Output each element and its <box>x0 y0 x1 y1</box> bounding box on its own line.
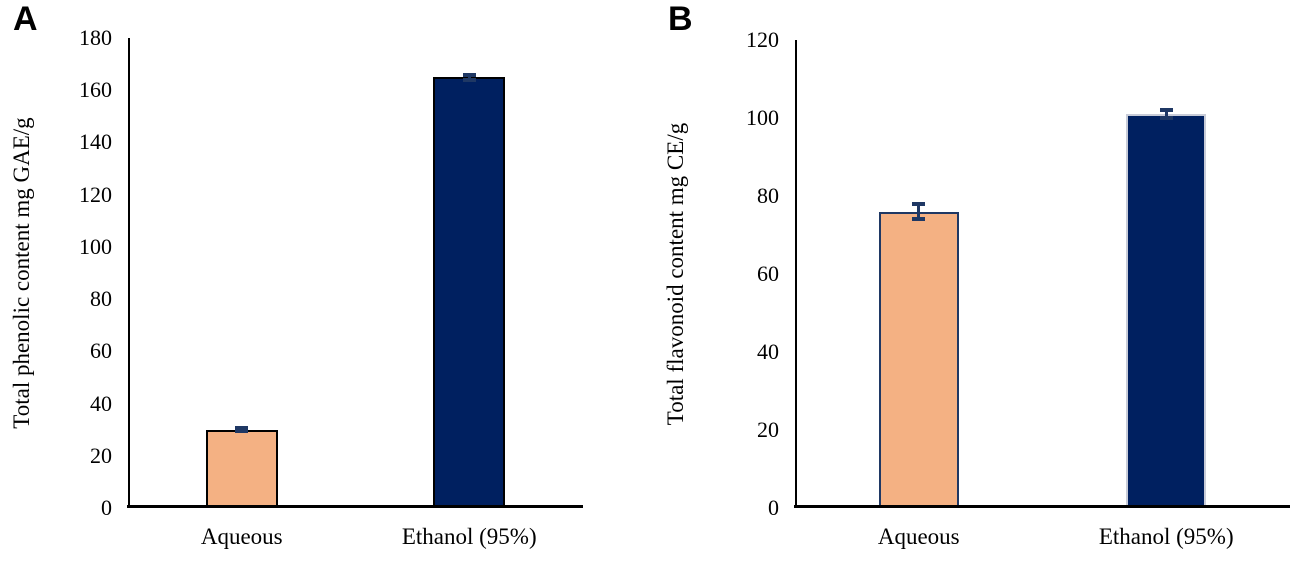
bar-ethanol-95 <box>433 77 506 508</box>
error-bar-cap <box>462 72 476 77</box>
y-tick-label: 40 <box>90 390 112 416</box>
y-axis-line <box>128 38 130 508</box>
y-tick-label: 100 <box>79 233 112 259</box>
y-tick-label: 20 <box>757 417 779 442</box>
error-bar-cap <box>1159 116 1173 120</box>
bar-aqueous <box>878 211 959 508</box>
x-category-label: Ethanol (95%) <box>401 524 537 549</box>
y-tick-label: 120 <box>746 27 779 52</box>
error-bar-cap <box>1159 108 1173 113</box>
plot-area: 0 20 40 60 80 100 120 Aqueous Ethanol (95%) <box>746 27 1290 549</box>
y-tick-label: 40 <box>757 339 779 364</box>
y-axis-line <box>795 40 797 508</box>
x-category-label: Aqueous <box>200 524 283 549</box>
plot-area: 0 20 40 60 80 100 120 140 160 180 Aqueous Ethanol (… <box>79 25 583 549</box>
y-tick-label: 20 <box>90 442 112 468</box>
panel-label-b: B <box>668 0 693 38</box>
y-tick-label: 0 <box>101 495 112 520</box>
x-category-label: Aqueous <box>877 524 960 549</box>
error-bar-line <box>917 203 921 220</box>
bar-ethanol-95 <box>1126 114 1207 508</box>
x-category-label: Ethanol (95%) <box>1098 524 1234 549</box>
y-tick-label: 80 <box>757 183 779 208</box>
panel-label-a: A <box>13 0 38 38</box>
y-tick-label: 60 <box>90 338 112 364</box>
y-tick-label: 160 <box>79 77 112 103</box>
error-bar-cap <box>235 428 249 433</box>
error-bar-cap <box>912 201 926 206</box>
y-tick-label: 0 <box>768 495 779 520</box>
y-tick-label: 100 <box>746 105 779 130</box>
y-axis-title: Total flavonoid content mg CE/g <box>663 122 688 426</box>
error-bar-cap <box>912 217 926 222</box>
error-bar-line <box>467 74 471 80</box>
error-bar-cap <box>462 77 476 82</box>
y-tick-label: 60 <box>757 261 779 286</box>
error-bar-line <box>1164 110 1168 118</box>
y-tick-label: 140 <box>79 129 112 155</box>
error-bar-cap <box>235 426 249 431</box>
y-tick-label: 80 <box>90 286 112 312</box>
y-tick-label: 120 <box>79 181 112 207</box>
y-tick-label: 180 <box>79 25 112 50</box>
x-axis-line <box>794 505 1290 508</box>
x-axis-line <box>127 505 583 508</box>
